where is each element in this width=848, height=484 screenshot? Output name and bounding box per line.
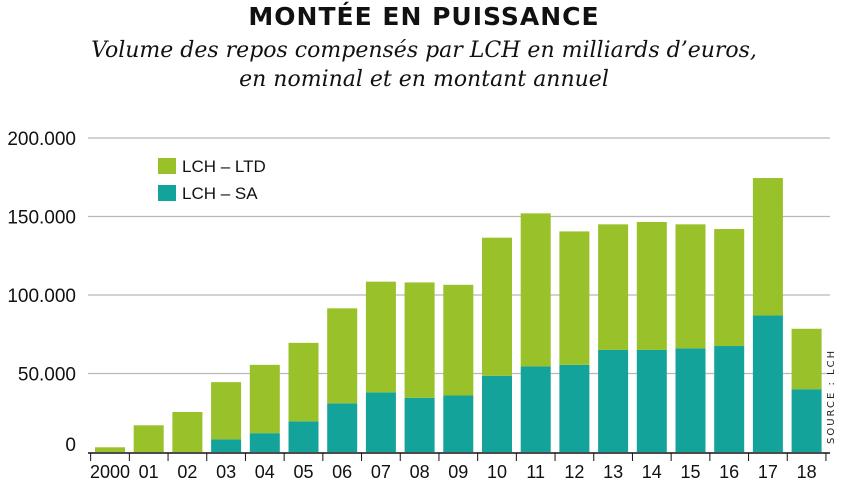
bar-lch-ltd: [636, 221, 667, 350]
legend-swatch: [158, 158, 176, 174]
bar-lch-ltd: [288, 342, 319, 422]
bar-lch-sa: [598, 349, 629, 452]
x-tick-label: 09: [448, 462, 468, 482]
bar-lch-sa: [249, 433, 280, 452]
bar-lch-ltd: [598, 224, 629, 350]
bar-lch-ltd: [752, 178, 783, 316]
bar-lch-sa: [559, 364, 590, 452]
bar-lch-ltd: [482, 237, 512, 376]
chart-subtitle: Volume des repos compensés par LCH en mi…: [0, 36, 848, 94]
bar-lch-sa: [675, 348, 706, 452]
x-tick-label: 07: [371, 462, 391, 482]
x-tick-label: 04: [255, 462, 275, 482]
bar-lch-ltd: [520, 213, 551, 367]
x-tick-label: 11: [526, 462, 545, 482]
subtitle-line-1: Volume des repos compensés par LCH en mi…: [91, 38, 757, 63]
x-tick-label: 08: [410, 462, 430, 482]
x-tick-label: 17: [758, 462, 778, 482]
bar-lch-ltd: [404, 282, 435, 398]
x-tick-label: 2000: [90, 462, 130, 482]
bar-lch-ltd: [675, 224, 706, 349]
bar-lch-ltd: [95, 447, 125, 452]
bar-lch-sa: [752, 315, 783, 452]
x-tick-label: 05: [293, 462, 313, 482]
bar-lch-ltd: [365, 281, 396, 393]
x-tick-label: 12: [564, 462, 584, 482]
chart-title: MONTÉE EN PUISSANCE: [248, 2, 600, 31]
bar-lch-ltd: [211, 382, 242, 440]
bar-lch-ltd: [249, 364, 280, 434]
bar-lch-sa: [443, 395, 474, 452]
bar-lch-ltd: [443, 284, 474, 396]
bar-lch-sa: [404, 397, 435, 452]
y-tick-label: 50.000: [18, 365, 76, 386]
bar-lch-sa: [211, 439, 242, 452]
bar-lch-ltd: [559, 231, 590, 365]
x-tick-label: 06: [332, 462, 352, 482]
x-tick-label: 18: [797, 462, 817, 482]
bar-lch-sa: [288, 421, 319, 452]
x-tick-label: 14: [642, 462, 662, 482]
bar-lch-sa: [714, 346, 745, 452]
x-tick-label: 01: [139, 462, 159, 482]
bar-lch-ltd: [791, 328, 822, 390]
bar-lch-ltd: [327, 308, 358, 404]
bar-lch-ltd: [133, 425, 164, 452]
y-tick-label: 150.000: [7, 208, 76, 229]
bar-lch-ltd: [714, 229, 745, 347]
x-tick-label: 13: [603, 462, 623, 482]
legend-swatch: [158, 185, 176, 201]
x-tick-label: 15: [680, 462, 700, 482]
bar-lch-sa: [365, 392, 396, 452]
x-tick-label: 16: [719, 462, 739, 482]
y-tick-label: 0: [65, 435, 76, 456]
bar-lch-sa: [327, 403, 358, 452]
bar-lch-sa: [791, 389, 822, 452]
bar-lch-sa: [482, 375, 512, 452]
y-tick-label: 200.000: [7, 129, 76, 150]
source-note: SOURCE : LCH: [826, 348, 837, 444]
x-tick-label: 10: [487, 462, 507, 482]
y-tick-label: 100.000: [7, 286, 76, 307]
bar-lch-sa: [520, 366, 551, 452]
x-tick-label: 03: [216, 462, 236, 482]
subtitle-line-2: en nominal et en montant annuel: [239, 67, 609, 92]
legend-label: LCH – LTD: [182, 157, 266, 176]
legend-label: LCH – SA: [182, 184, 258, 203]
bar-lch-sa: [636, 349, 667, 452]
x-tick-label: 02: [177, 462, 197, 482]
bar-lch-ltd: [172, 411, 203, 452]
